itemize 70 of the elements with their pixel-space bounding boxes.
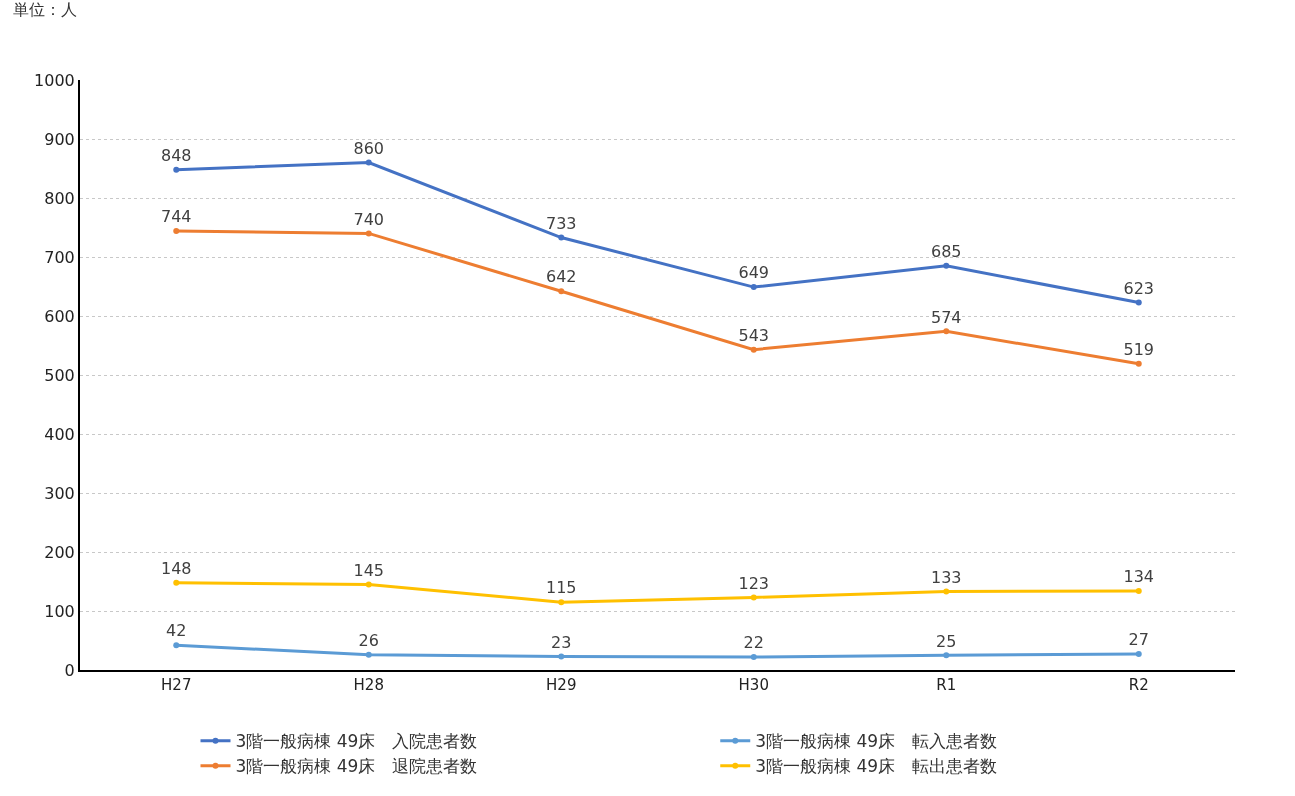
y-tick-label: 900 xyxy=(44,129,75,149)
point xyxy=(1135,299,1142,306)
data-label: 123 xyxy=(738,573,770,593)
data-label: 543 xyxy=(738,325,770,345)
point xyxy=(1135,360,1142,367)
data-label: 148 xyxy=(160,558,192,578)
data-label: 25 xyxy=(936,631,957,651)
point xyxy=(750,284,757,291)
point xyxy=(750,346,757,353)
data-label: 623 xyxy=(1123,278,1155,298)
point xyxy=(943,652,950,659)
point xyxy=(943,262,950,269)
point xyxy=(750,654,757,661)
x-tick-label: R2 xyxy=(1128,676,1149,694)
point xyxy=(558,653,565,660)
point xyxy=(750,594,757,601)
data-label: 22 xyxy=(743,633,764,653)
data-label: 42 xyxy=(166,621,187,641)
data-label: 115 xyxy=(545,578,577,598)
point xyxy=(943,588,950,595)
data-label: 733 xyxy=(545,213,577,233)
data-label: 23 xyxy=(551,632,572,652)
data-label: 27 xyxy=(1128,630,1149,650)
point xyxy=(1135,651,1142,658)
point xyxy=(365,581,372,588)
point xyxy=(558,288,565,295)
point xyxy=(173,228,180,235)
y-axis-title: 単位：人 xyxy=(13,0,77,19)
x-tick-label: H28 xyxy=(353,676,384,694)
y-tick-label: 0 xyxy=(64,660,75,680)
data-label: 574 xyxy=(930,307,962,327)
data-label: 860 xyxy=(353,138,385,158)
legend-label: 3階一般病棟 49床 入院患者数 xyxy=(235,731,478,752)
legend-label: 3階一般病棟 49床 退院患者数 xyxy=(235,756,478,777)
y-tick-label: 800 xyxy=(44,188,75,208)
y-tick-label: 200 xyxy=(44,542,75,562)
y-tick-label: 400 xyxy=(44,424,75,444)
point xyxy=(1135,587,1142,594)
x-tick-label: H30 xyxy=(738,676,769,694)
data-label: 685 xyxy=(930,242,962,262)
data-label: 26 xyxy=(358,630,379,650)
data-label: 642 xyxy=(545,267,577,287)
y-tick-label: 1000 xyxy=(34,70,75,90)
point xyxy=(558,599,565,606)
x-tick-label: H29 xyxy=(546,676,577,694)
y-tick-label: 600 xyxy=(44,306,75,326)
point xyxy=(365,651,372,658)
y-tick-label: 500 xyxy=(44,365,75,385)
point xyxy=(173,642,180,649)
data-label: 744 xyxy=(160,207,192,227)
data-label: 133 xyxy=(930,567,962,587)
y-tick-label: 300 xyxy=(44,483,75,503)
data-label: 145 xyxy=(353,560,385,580)
data-label: 519 xyxy=(1123,340,1155,360)
legend-label: 3階一般病棟 49床 転出患者数 xyxy=(755,756,998,777)
data-label: 848 xyxy=(160,145,192,165)
point xyxy=(173,579,180,586)
point xyxy=(365,230,372,237)
data-label: 740 xyxy=(353,209,385,229)
y-tick-label: 700 xyxy=(44,247,75,267)
legend-label: 3階一般病棟 49床 転入患者数 xyxy=(755,731,998,752)
x-tick-label: H27 xyxy=(161,676,192,694)
point xyxy=(558,234,565,241)
point xyxy=(365,159,372,166)
data-label: 649 xyxy=(738,263,770,283)
data-label: 134 xyxy=(1123,567,1155,587)
point xyxy=(173,166,180,173)
y-tick-label: 100 xyxy=(44,601,75,621)
x-tick-label: R1 xyxy=(936,676,957,694)
point xyxy=(943,328,950,335)
